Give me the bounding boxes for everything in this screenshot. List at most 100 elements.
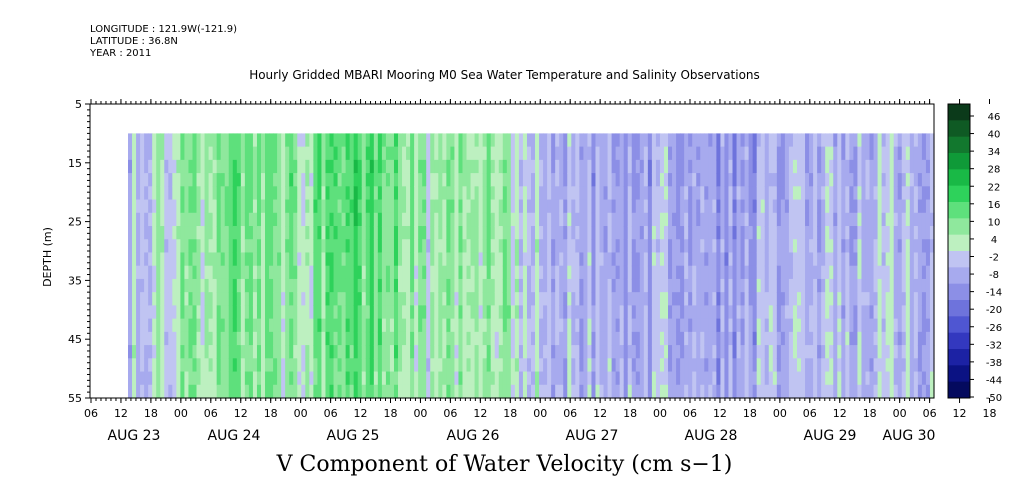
- heatmap-cell: [406, 371, 411, 386]
- heatmap-cell: [349, 133, 355, 148]
- heatmap-cell: [627, 265, 633, 280]
- heatmap-cell: [402, 199, 407, 214]
- heatmap-cell: [309, 146, 314, 161]
- heatmap-cell: [260, 146, 266, 161]
- heatmap-cell: [764, 292, 770, 306]
- heatmap-cell: [623, 318, 629, 333]
- heatmap-cell: [921, 133, 927, 148]
- heatmap-cell: [788, 159, 794, 174]
- heatmap-cell: [260, 199, 266, 214]
- heatmap-cell: [252, 371, 258, 386]
- heatmap-cell: [607, 358, 613, 373]
- heatmap-cell: [406, 305, 411, 320]
- heatmap-cell: [168, 252, 173, 267]
- heatmap-cell: [611, 305, 617, 320]
- heatmap-cell: [897, 318, 903, 333]
- heatmap-cell: [917, 331, 923, 346]
- heatmap-cell: [216, 331, 222, 346]
- heatmap-cell: [510, 345, 516, 359]
- heatmap-cell: [196, 252, 202, 267]
- heatmap-cell: [873, 173, 879, 187]
- heatmap-cell: [567, 278, 572, 293]
- heatmap-cell: [551, 292, 556, 306]
- heatmap-cell: [224, 252, 230, 267]
- heatmap-cell: [317, 239, 323, 254]
- heatmap-cell: [204, 252, 210, 267]
- heatmap-cell: [377, 305, 383, 320]
- heatmap-cell: [410, 331, 415, 346]
- heatmap-cell: [482, 318, 488, 333]
- heatmap-cell: [909, 186, 915, 201]
- heatmap-cell: [748, 186, 754, 201]
- heatmap-cell: [224, 146, 230, 161]
- heatmap-cell: [901, 384, 907, 399]
- heatmap-cell: [434, 371, 439, 386]
- heatmap-cell: [180, 278, 186, 293]
- heatmap-cell: [385, 358, 391, 373]
- heatmap-cell: [248, 331, 254, 346]
- heatmap-cell: [841, 226, 846, 240]
- heatmap-cell: [595, 345, 601, 359]
- heatmap-cell: [893, 265, 899, 280]
- heatmap-cell: [885, 384, 891, 399]
- heatmap-cell: [373, 226, 379, 240]
- heatmap-cell: [837, 173, 842, 187]
- heatmap-cell: [208, 265, 214, 280]
- heatmap-cell: [684, 371, 689, 386]
- heatmap-cell: [446, 133, 451, 148]
- heatmap-cell: [333, 278, 339, 293]
- heatmap-cell: [829, 199, 834, 214]
- heatmap-cell: [402, 371, 407, 386]
- heatmap-cell: [486, 371, 492, 386]
- heatmap-cell: [321, 358, 327, 373]
- heatmap-cell: [470, 173, 476, 187]
- heatmap-cell: [611, 159, 617, 174]
- heatmap-cell: [514, 318, 520, 333]
- heatmap-cell: [615, 265, 621, 280]
- heatmap-cell: [655, 146, 661, 161]
- heatmap-cell: [841, 292, 846, 306]
- heatmap-cell: [293, 358, 298, 373]
- heatmap-cell: [200, 371, 206, 386]
- heatmap-cell: [696, 159, 701, 174]
- heatmap-cell: [591, 239, 597, 254]
- heatmap-cell: [531, 371, 536, 386]
- heatmap-cell: [672, 173, 677, 187]
- heatmap-cell: [760, 199, 766, 214]
- heatmap-cell: [877, 292, 883, 306]
- heatmap-cell: [160, 252, 165, 267]
- heatmap-cell: [470, 186, 476, 201]
- heatmap-cell: [317, 371, 323, 386]
- heatmap-cell: [881, 239, 887, 254]
- heatmap-cell: [196, 239, 202, 254]
- heatmap-cell: [490, 186, 496, 201]
- heatmap-cell: [905, 371, 911, 386]
- heatmap-cell: [567, 265, 572, 280]
- heatmap-cell: [897, 146, 903, 161]
- heatmap-cell: [869, 345, 875, 359]
- heatmap-cell: [869, 265, 875, 280]
- heatmap-cell: [647, 371, 653, 386]
- heatmap-cell: [450, 226, 456, 240]
- heatmap-cell: [188, 292, 194, 306]
- heatmap-cell: [454, 133, 460, 148]
- heatmap-cell: [148, 345, 153, 359]
- heatmap-cell: [595, 305, 601, 320]
- heatmap-cell: [829, 239, 834, 254]
- heatmap-cell: [841, 358, 846, 373]
- heatmap-cell: [325, 239, 331, 254]
- heatmap-cell: [454, 146, 460, 161]
- heatmap-cell: [575, 278, 580, 293]
- heatmap-cell: [297, 252, 302, 267]
- heatmap-cell: [792, 173, 798, 187]
- heatmap-cell: [361, 305, 367, 320]
- heatmap-cell: [474, 318, 480, 333]
- heatmap-cell: [619, 278, 625, 293]
- heatmap-cell: [506, 199, 512, 214]
- heatmap-cell: [188, 265, 194, 280]
- y-axis-label: DEPTH (m): [41, 227, 54, 287]
- heatmap-cell: [293, 146, 298, 161]
- heatmap-cell: [434, 384, 439, 399]
- heatmap-cell: [140, 318, 145, 333]
- heatmap-cell: [216, 278, 222, 293]
